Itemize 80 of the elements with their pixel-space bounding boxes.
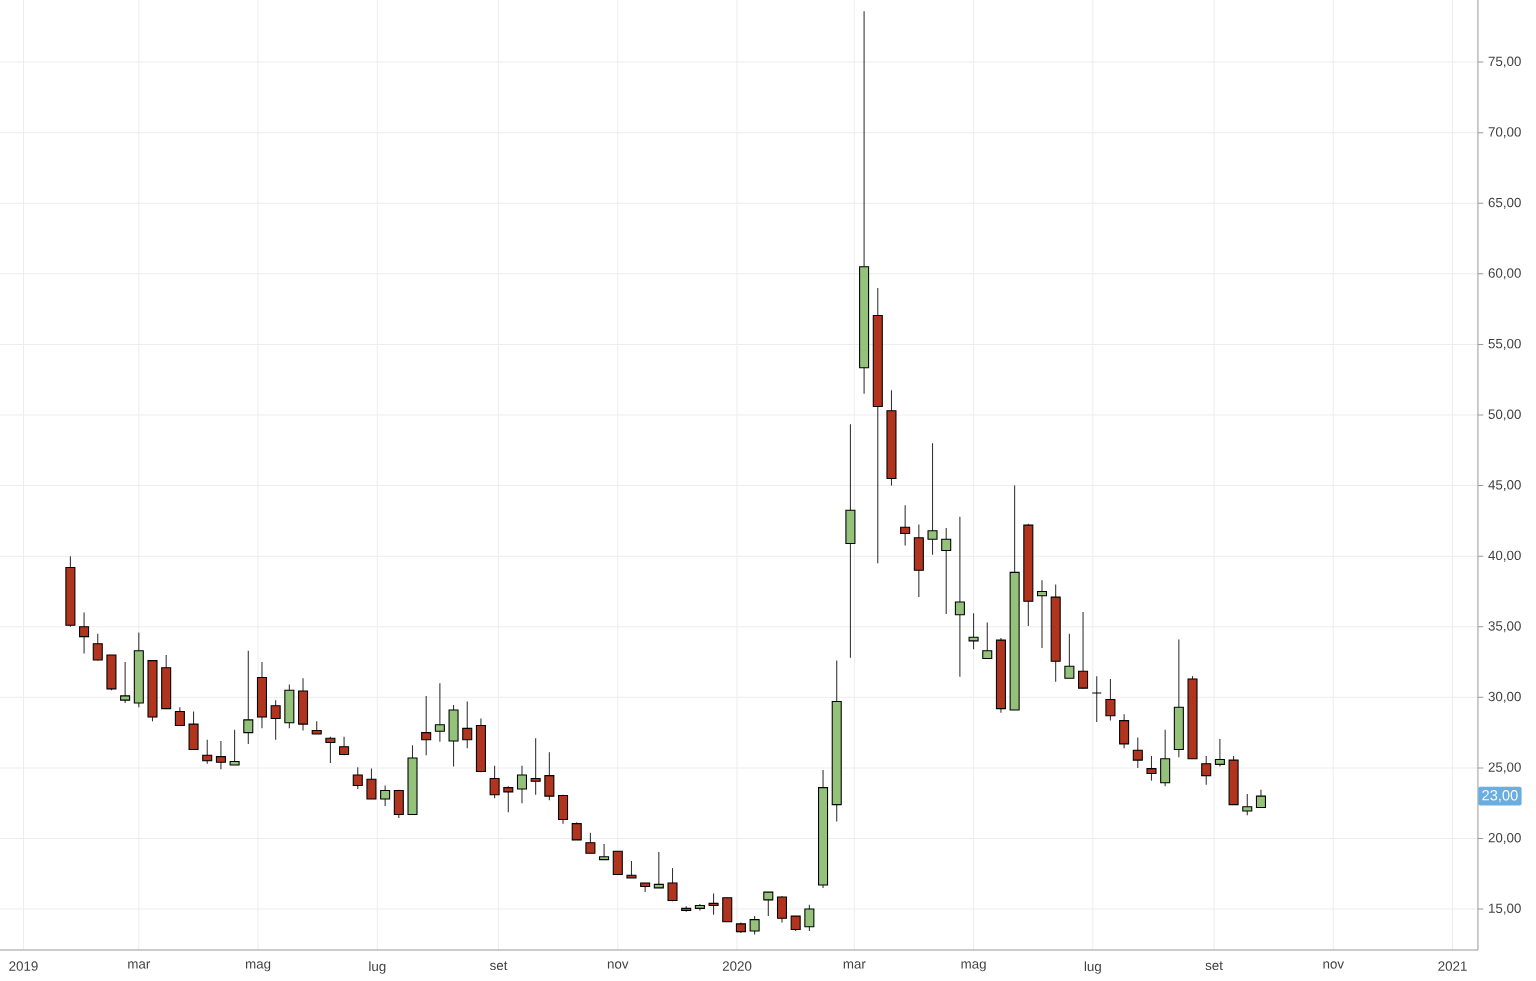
candlestick	[215, 740, 226, 770]
candlestick	[243, 650, 254, 745]
candlestick	[776, 895, 788, 923]
candlestick	[462, 701, 473, 749]
x-tick-label: 2021	[1438, 961, 1467, 971]
candlestick	[558, 794, 569, 825]
candlestick	[393, 789, 404, 819]
annotation: 23,00	[1482, 790, 1518, 803]
y-tick-label: 30,00	[1488, 691, 1521, 703]
candlestick	[722, 897, 733, 923]
candlestick	[749, 915, 760, 935]
x-tick-label: 2019	[9, 961, 38, 971]
candlestick	[366, 768, 377, 800]
x-tick-label: mar	[843, 961, 866, 969]
candlestick	[804, 904, 815, 932]
candlestick	[1214, 738, 1225, 768]
candlestick	[503, 785, 514, 813]
x-tick-label: lug	[369, 961, 386, 974]
y-tick-label: 75,00	[1488, 56, 1521, 68]
candlestick	[174, 706, 185, 727]
y-tick-label: 45,00	[1488, 480, 1521, 492]
candlestick	[270, 699, 281, 741]
y-tick-label: 70,00	[1488, 127, 1521, 139]
y-tick-label: 40,00	[1488, 550, 1521, 562]
candlestick	[92, 633, 103, 662]
candlestick	[516, 765, 528, 804]
x-tick-label: 2020	[722, 961, 752, 971]
candlestick	[120, 661, 131, 704]
candlestick	[1091, 675, 1102, 723]
candlestick	[599, 843, 610, 861]
candlestick	[489, 765, 500, 799]
candlestick	[612, 850, 623, 876]
candlestick	[1119, 713, 1130, 749]
candlestick	[653, 851, 664, 889]
x-tick-label: set	[490, 961, 508, 971]
x-tick-label: mag	[961, 961, 986, 972]
candlestick	[1132, 737, 1143, 769]
y-tick-label: 25,00	[1488, 762, 1521, 774]
candlestick	[434, 682, 445, 743]
y-tick-label: 50,00	[1488, 409, 1521, 421]
candlestick	[982, 621, 993, 660]
x-tick-label: mar	[128, 961, 151, 969]
candlestick	[968, 612, 979, 650]
y-tick-label: 35,00	[1488, 621, 1521, 633]
x-tick-label: set	[1205, 961, 1223, 971]
candlestick	[202, 739, 213, 765]
candlestick	[1105, 678, 1116, 722]
candlestick	[1160, 729, 1171, 787]
candlestick	[421, 695, 432, 756]
candlestick	[1036, 579, 1048, 649]
x-tick-label: nov	[1323, 961, 1344, 969]
candlestick	[954, 516, 965, 678]
candlestick	[941, 527, 952, 615]
candlestick	[380, 785, 391, 807]
x-tick-label: lug	[1084, 961, 1101, 974]
y-tick-label: 60,00	[1488, 268, 1521, 280]
candlestick	[1201, 755, 1212, 786]
candlestick	[79, 612, 90, 655]
x-tick-label: mag	[245, 961, 271, 972]
candlestick	[325, 736, 336, 764]
candlestick	[640, 882, 651, 893]
candlestick	[1064, 633, 1075, 679]
y-tick-label: 20,00	[1488, 832, 1521, 844]
candlestick	[352, 766, 363, 790]
candlestick	[1146, 755, 1157, 782]
candlestick	[763, 891, 774, 917]
y-tick-label: 15,00	[1489, 903, 1521, 915]
candlestick	[229, 729, 240, 766]
candlestick	[544, 751, 555, 801]
y-tick-label: 65,00	[1488, 197, 1521, 209]
candlestick	[667, 867, 678, 902]
x-tick-label: nov	[607, 961, 629, 969]
candlestick	[1078, 611, 1089, 690]
candlestick	[708, 892, 719, 916]
candlestick	[1242, 793, 1253, 816]
y-tick-label: 55,00	[1488, 338, 1521, 350]
candlestick	[585, 832, 596, 854]
candlestick	[900, 504, 911, 547]
candlestick	[530, 737, 541, 796]
candlestick	[927, 442, 938, 556]
